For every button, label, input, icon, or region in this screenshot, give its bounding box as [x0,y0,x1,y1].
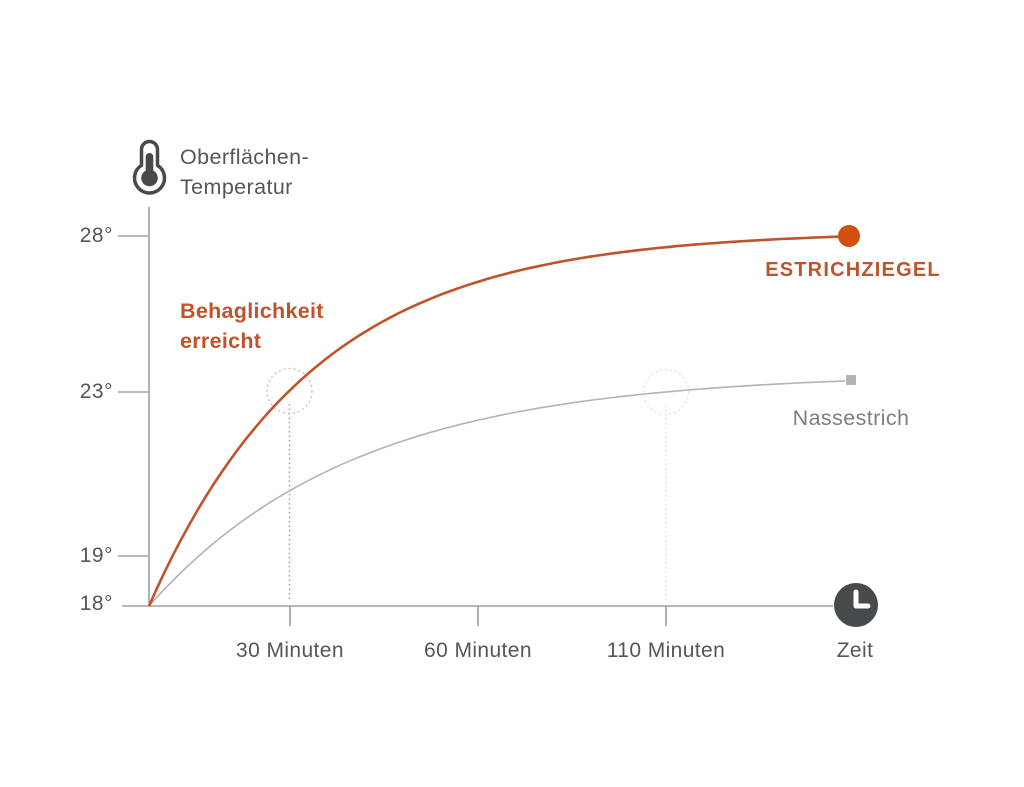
y-axis-label-28: 28° [79,224,113,247]
x-axis-label-110min: 110 Minuten [606,639,726,662]
annotation-behaglichkeit-line2: erreicht [180,329,262,353]
curve-nassestrich [148,380,846,607]
estrichziegel-end-dot [838,225,860,247]
annotation-behaglichkeit: Behaglichkeit erreicht [180,296,324,356]
series-label-estrichziegel: ESTRICHZIEGEL [765,259,941,281]
chart-title-line2: Temperatur [180,175,293,199]
curve-estrichziegel [147,235,848,607]
x-axis-label-zeit: Zeit [836,639,874,662]
thermometer-icon [132,139,167,195]
chart-title: Oberflächen- Temperatur [180,142,309,202]
comfort-circle-30min [266,367,313,415]
annotation-behaglichkeit-line1: Behaglichkeit [180,299,324,323]
y-axis-label-18: 18° [79,592,113,615]
clock-icon [834,583,878,627]
chart-title-line1: Oberflächen- [180,145,310,169]
comfort-circle-110min [642,368,690,416]
x-axis-label-60min: 60 Minuten [424,639,532,662]
y-axis-label-19: 19° [79,544,113,567]
series-label-nassestrich: Nassestrich [792,406,910,430]
x-axis-label-30min: 30 Minuten [236,639,344,662]
y-axis-label-23: 23° [79,380,113,403]
nassestrich-end-square [846,375,856,385]
